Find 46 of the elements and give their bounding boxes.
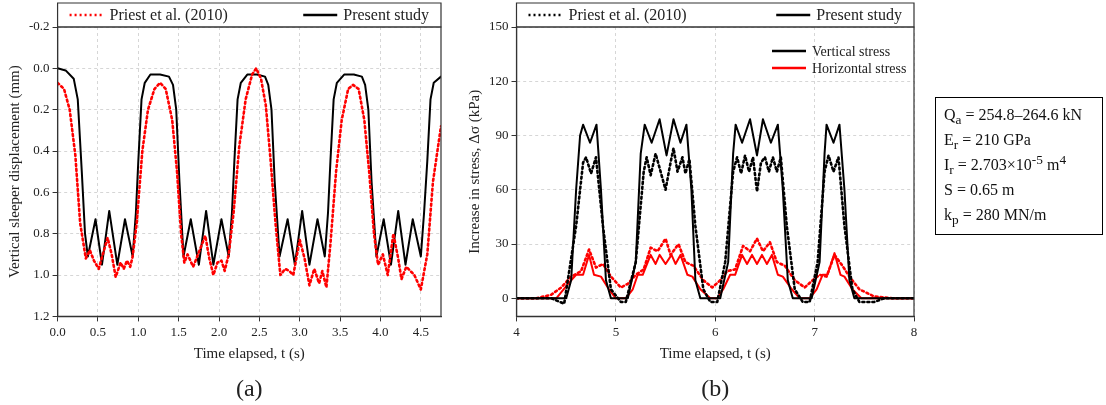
x-tick-label: 1.0 [130,323,147,339]
x-tick-label: 5 [612,323,620,339]
text: Q$_{a}$ = 254.8–264.6 kN [944,105,1084,128]
y-tick-label: 150 [489,18,509,34]
y-tick-label: 0.0 [33,59,50,75]
annotation: Vertical stress [812,43,891,59]
y-tick-label: 90 [495,126,509,142]
x-tick-label: 0.5 [89,323,107,339]
x-tick-label: 7 [811,323,819,339]
y-axis-title: Increase in stress, Δσ (kPa) [465,89,483,254]
y-tick-label: 0.8 [33,225,50,241]
y-tick-label: 1.0 [33,266,50,282]
text: (b) [701,375,730,401]
legend-label: Priest et al. (2010) [568,6,687,25]
y-axis-title: Vertical sleeper displacement (mm) [5,65,23,279]
legend-label: Priest et al. (2010) [109,6,228,25]
text: k$_{p}$ = 280 MN/m [944,205,1048,228]
legend-label: Present study [343,6,430,25]
x-tick-label: 4 [513,323,521,339]
x-axis-title: Time elapsed, t (s) [193,344,305,362]
x-tick-label: 2.0 [210,323,228,339]
y-tick-label: 120 [489,72,509,88]
x-tick-label: 3.0 [291,323,308,339]
x-axis-title: Time elapsed, t (s) [659,344,771,362]
text: I$_{r}$ = 2.703×10$^{-5}$ m$^{4}$ [944,151,1068,178]
x-tick-label: 6 [712,323,719,339]
legend-label: Horizontal stress [812,60,907,76]
y-tick-label: 0 [502,289,509,305]
y-tick-label: 1.2 [33,307,50,323]
x-tick-label: 1.5 [170,323,187,339]
x-tick-label: 4.5 [412,323,429,339]
legend-label: Present study [816,6,903,25]
y-tick-label: 0.2 [33,101,50,117]
x-tick-label: 0.0 [49,323,66,339]
x-tick-label: 3.5 [331,323,349,339]
x-tick-label: 2.5 [251,323,268,339]
y-tick-label: 0.6 [33,183,51,199]
y-tick-label: 30 [495,235,509,251]
text: E$_{r}$ = 210 GPa [944,130,1032,153]
y-tick-label: 0.4 [33,142,51,158]
y-tick-label: 60 [495,181,509,197]
x-tick-label: 8 [910,323,918,339]
x-tick-label: 4.0 [372,323,389,339]
y-tick-label: -0.2 [28,18,50,34]
text: S = 0.65 m [944,180,1016,200]
text: (a) [235,375,263,401]
